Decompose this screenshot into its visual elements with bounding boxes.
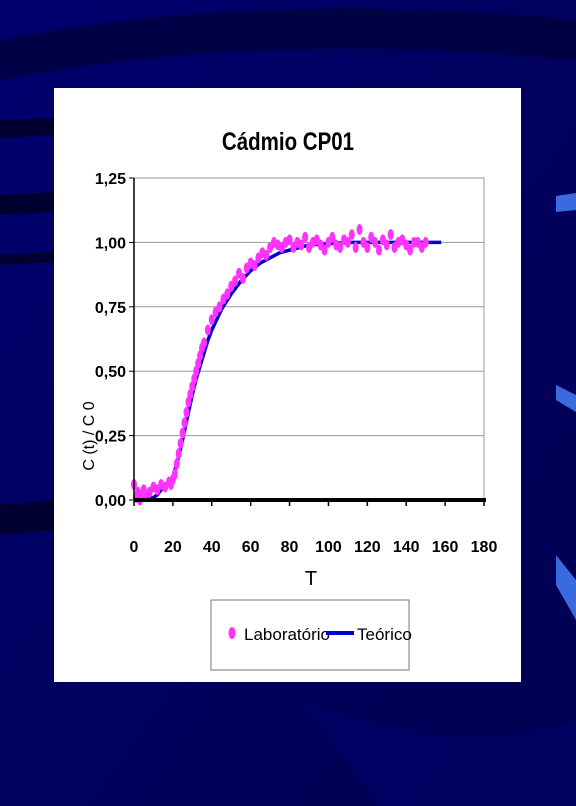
background-swoosh	[0, 500, 54, 535]
data-point	[329, 231, 336, 243]
x-tick-label: 140	[393, 539, 420, 556]
y-tick-label: 0,75	[95, 300, 126, 317]
data-point	[376, 244, 382, 256]
x-tick-label: 60	[242, 539, 260, 556]
data-point	[348, 229, 355, 241]
chart-title: Cádmio CP01	[222, 127, 354, 155]
series-laboratorio	[131, 224, 429, 506]
data-point	[173, 458, 180, 470]
legend-label-laboratorio: Laboratório	[244, 625, 330, 644]
data-point	[286, 234, 293, 246]
data-point	[251, 260, 258, 272]
background-accent	[556, 193, 576, 212]
x-tick-label: 40	[203, 539, 221, 556]
data-point	[407, 244, 414, 256]
chart: Cádmio CP01 0,00 0,25 0,50 0,75 1,00 1,25 0 20…	[81, 127, 498, 671]
x-tick-label: 0	[130, 539, 139, 556]
data-point	[239, 272, 246, 284]
background-accent	[556, 385, 576, 412]
x-tick-labels: 0 20 40 60 80 100 120 140 160 180	[130, 500, 498, 556]
data-point	[321, 244, 328, 256]
data-point	[171, 468, 178, 480]
data-point	[216, 301, 223, 313]
chart-panel: Cádmio CP01 0,00 0,25 0,50 0,75 1,00 1,25 0 20…	[54, 88, 521, 682]
data-point	[263, 249, 270, 261]
legend-label-teorico: Teórico	[357, 625, 412, 644]
x-axis-label: T	[305, 568, 317, 590]
background-swoosh	[0, 118, 54, 138]
data-point	[232, 275, 239, 287]
x-tick-label: 20	[164, 539, 182, 556]
data-point	[302, 231, 309, 243]
data-point	[337, 242, 344, 254]
y-tick-label: 1,25	[95, 171, 126, 188]
x-tick-label: 120	[354, 539, 381, 556]
data-point	[181, 417, 188, 429]
data-point	[183, 406, 190, 418]
data-point	[372, 236, 379, 248]
data-point	[201, 337, 207, 349]
background-swoosh	[0, 192, 54, 215]
data-point	[177, 437, 184, 449]
data-point	[175, 448, 182, 460]
background-accent	[556, 555, 576, 620]
y-tick-label: 0,50	[95, 364, 126, 381]
background-swoosh	[300, 700, 576, 806]
data-point	[383, 239, 390, 251]
data-point	[387, 229, 394, 241]
x-tick-label: 100	[315, 539, 342, 556]
data-point	[422, 236, 429, 248]
x-tick-label: 160	[432, 539, 459, 556]
x-tick-label: 180	[471, 539, 498, 556]
y-tick-label: 0,00	[95, 493, 126, 510]
data-point	[224, 288, 231, 300]
legend-box	[210, 599, 410, 671]
y-tick-labels: 0,00 0,25 0,50 0,75 1,00 1,25	[95, 171, 134, 510]
data-point	[204, 324, 211, 336]
background-swoosh	[0, 8, 576, 80]
data-point	[364, 242, 371, 254]
legend-marker-laboratorio	[228, 627, 236, 639]
data-point	[352, 242, 359, 254]
background-swoosh	[0, 252, 54, 265]
y-tick-label: 1,00	[95, 235, 126, 252]
data-point	[298, 239, 305, 251]
legend: Laboratório Teórico	[210, 599, 412, 671]
plot-area-border	[133, 177, 485, 501]
x-tick-label: 80	[281, 539, 299, 556]
data-point	[356, 224, 363, 236]
data-point	[344, 236, 351, 248]
y-tick-label: 0,25	[95, 429, 126, 446]
y-axis-label: C (t) / C 0	[81, 401, 98, 470]
plot-grid	[133, 177, 485, 501]
data-point	[179, 427, 186, 439]
data-point	[208, 314, 215, 326]
